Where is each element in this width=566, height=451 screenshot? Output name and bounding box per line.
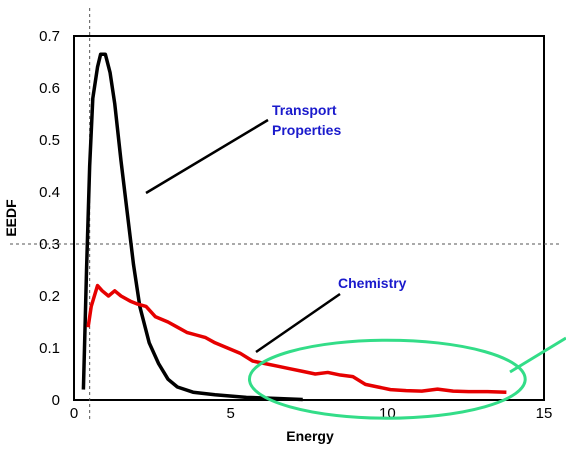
pointer-line-transport [145, 118, 269, 195]
x-axis-title: Energy [286, 428, 334, 444]
pointer-line-chemistry [255, 292, 341, 354]
y-axis-ticks: 0 0.1 0.2 0.3 0.4 0.5 0.6 0.7 [39, 28, 60, 409]
x-tick-label: 5 [226, 405, 234, 422]
x-tick-label: 15 [536, 405, 553, 422]
series-layer [81, 52, 507, 402]
y-tick-label: 0.3 [39, 236, 60, 253]
plot-frame [73, 35, 545, 401]
y-tick-label: 0 [52, 392, 60, 409]
series-line-1 [81, 52, 303, 402]
chemistry-highlight-ellipse [247, 338, 527, 420]
y-tick-label: 0.1 [39, 340, 60, 357]
y-tick-label: 0.4 [39, 184, 60, 201]
series-line-2 [86, 283, 507, 394]
annotation-transport: Transport [272, 102, 337, 118]
x-tick-label: 0 [70, 405, 78, 422]
y-tick-label: 0.7 [39, 28, 60, 45]
y-tick-label: 0.6 [39, 80, 60, 97]
y-axis-title: EEDF [3, 199, 19, 237]
y-tick-label: 0.5 [39, 132, 60, 149]
annotation-chemistry: Chemistry [338, 275, 407, 291]
y-tick-label: 0.2 [39, 288, 60, 305]
annotation-properties: Properties [272, 122, 341, 138]
